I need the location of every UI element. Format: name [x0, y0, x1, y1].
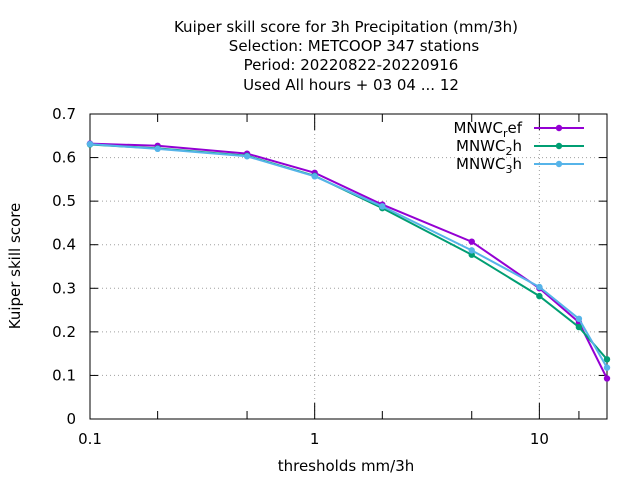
- y-tick-label: 0.4: [52, 236, 76, 254]
- legend-label: MNWC2h: [456, 137, 522, 158]
- data-point: [379, 203, 386, 210]
- legend-marker: [555, 124, 563, 132]
- series-layer: [86, 140, 611, 382]
- series-line: [89, 143, 608, 369]
- title-line-2: Selection: METCOOP 347 stations: [229, 37, 480, 55]
- series-line: [89, 143, 608, 360]
- legend-label: MNWCref: [453, 119, 522, 140]
- x-tick-label: 0.1: [78, 430, 102, 448]
- y-axis-label: Kuiper skill score: [6, 203, 24, 330]
- y-tick-label: 0.7: [52, 105, 76, 123]
- title-line-1: Kuiper skill score for 3h Precipitation …: [174, 18, 518, 36]
- legend-entry: MNWCref: [453, 119, 584, 140]
- data-point: [603, 364, 611, 371]
- legend-marker: [555, 160, 563, 168]
- data-point: [536, 283, 543, 291]
- y-tick-label: 0.3: [52, 279, 76, 297]
- legend-entry: MNWC3h: [456, 155, 584, 176]
- tick-labels: 00.10.20.30.40.50.60.70.1 1 10: [52, 105, 549, 448]
- grid: [90, 114, 607, 419]
- plot-frame: [89, 113, 608, 420]
- y-tick-label: 0.6: [52, 149, 76, 167]
- title-line-4: Used All hours + 03 04 ... 12: [243, 76, 459, 94]
- x-tick-label: 10: [530, 430, 549, 448]
- legend-label: MNWC3h: [456, 155, 522, 176]
- chart-title: Kuiper skill score for 3h Precipitation …: [174, 18, 518, 94]
- y-tick-label: 0.2: [52, 323, 76, 341]
- series-line: [89, 142, 608, 379]
- data-point: [603, 356, 611, 363]
- series-3: [86, 140, 611, 371]
- data-point: [575, 323, 583, 331]
- y-tick-label: 0.5: [52, 192, 76, 210]
- data-point: [536, 292, 543, 300]
- data-point: [603, 375, 611, 382]
- data-point: [468, 238, 475, 245]
- x-axis-label: thresholds mm/3h: [278, 457, 415, 475]
- y-tick-label: 0.1: [52, 366, 76, 384]
- data-point: [468, 247, 475, 254]
- data-point: [86, 140, 94, 148]
- title-line-3: Period: 20220822-20220916: [244, 56, 459, 74]
- data-point: [154, 145, 161, 153]
- y-tick-label: 0: [66, 410, 76, 428]
- x-tick-label: 1: [310, 430, 320, 448]
- data-point: [311, 173, 318, 180]
- data-point: [575, 315, 583, 322]
- legend-marker: [555, 142, 563, 150]
- series-1: [86, 140, 611, 382]
- axis-ticks: [89, 113, 607, 420]
- series-2: [86, 141, 611, 363]
- legend-entry: MNWC2h: [456, 137, 584, 158]
- data-point: [243, 153, 251, 160]
